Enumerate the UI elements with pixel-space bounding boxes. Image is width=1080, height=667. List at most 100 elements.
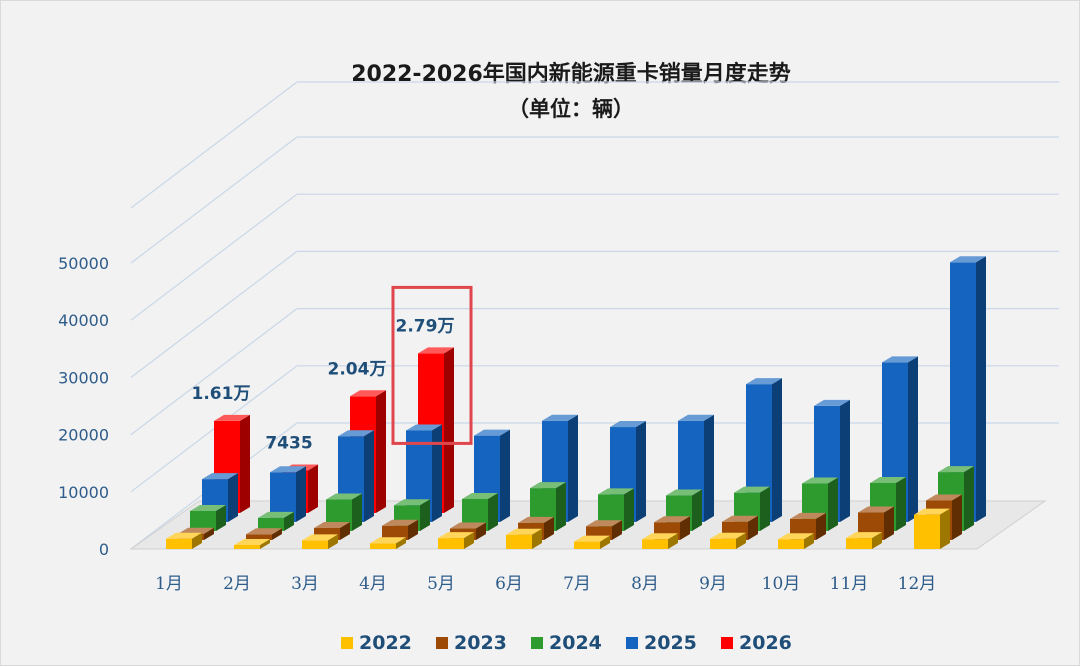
bar-top [406,424,442,431]
bar-top [370,537,406,544]
bar-front [846,538,872,549]
bar-2023-6月 [518,516,554,540]
bar-top [190,504,226,511]
chart-title: 2022-2026年国内新能源重卡销量月度走势 [351,61,791,87]
bar-front [302,540,328,549]
bar-2025-10月 [814,399,850,522]
bar-top [302,534,338,541]
bar-2024-1月 [190,504,226,531]
bar-top [722,515,758,522]
bar-top [858,506,894,513]
legend-item-2024: 2024 [531,632,602,654]
bar-side [192,532,202,549]
bar-side [444,347,454,513]
bars-layer [166,256,986,549]
bar-top [450,522,486,529]
bar-top [166,532,202,539]
bar-top [598,488,634,495]
x-tick-label: 8月 [631,574,659,594]
bar-side [896,476,906,531]
bar-side [600,535,610,549]
bar-side [692,489,702,531]
bar-top [246,528,282,535]
gridline-diagonal [130,136,298,264]
annotations: 1.61万 7435 2.04万 2.79万 [192,285,473,453]
bar-top [382,519,418,526]
bar-side [840,399,850,522]
legend-swatch [626,637,638,649]
bar-side [532,528,542,549]
legend: 2022 2023 2024 2025 2026 [341,632,792,654]
bar-front [234,544,260,549]
bar-side [884,506,894,540]
bar-top [870,476,906,483]
bar-side [240,414,250,513]
bar-2022-9月 [710,532,746,549]
legend-item-2025: 2025 [626,632,697,654]
bar-side [260,538,270,549]
bar-side [772,378,782,522]
bar-top [418,347,454,354]
bar-side [704,414,714,522]
bar-side [476,522,486,540]
bar-2022-11月 [846,532,882,549]
bar-side [872,532,882,549]
legend-label: 2024 [549,632,602,654]
bar-side [816,512,826,540]
bar-side [556,482,566,531]
gridline-diagonal [130,81,298,209]
bar-top [654,516,690,523]
y-tick-label: 30000 [58,368,109,387]
bar-front [370,543,396,549]
bar-front [166,538,192,549]
bar-front [258,517,284,531]
bar-2022-5月 [438,532,474,549]
bar-top [734,486,770,493]
bar-2022-12月 [914,508,950,549]
bar-top [802,477,838,484]
bar-top [202,473,238,480]
bar-2022-8月 [642,533,678,549]
bar-top [938,466,974,473]
bar-2022-4月 [370,537,406,549]
legend-label: 2022 [359,632,412,654]
x-tick-label: 10月 [762,574,801,594]
bar-side [828,477,838,531]
bar-side [284,511,294,531]
bar-top [530,482,566,489]
bar-top [506,528,542,535]
bar-side [216,504,226,531]
bar-top [178,527,214,534]
bar-side [940,508,950,549]
bar-2022-7月 [574,535,610,549]
y-tick-label: 0 [99,540,109,559]
bar-top [258,511,294,518]
bar-front [778,539,804,549]
bar-side [204,527,214,540]
y-tick-label: 50000 [58,254,109,273]
bar-top [574,535,610,542]
gridline-diagonal [130,193,298,321]
bar-top [438,532,474,539]
bar-2023-9月 [722,515,758,540]
bar-top [518,516,554,523]
data-label: 7435 [265,433,312,453]
bar-side [976,256,986,522]
bar-top [710,532,746,539]
bar-side [376,390,386,513]
highlight-box [391,285,473,445]
bar-top [882,356,918,363]
bar-front [574,541,600,549]
bar-side [340,521,350,540]
bar-top [350,390,386,397]
bar-side [668,533,678,549]
x-tick-label: 2月 [223,574,251,594]
bar-side [420,499,430,531]
gridline-diagonal [130,308,298,436]
bar-top [846,532,882,539]
legend-swatch [341,637,353,649]
bar-2022-2月 [234,538,270,549]
legend-label: 2026 [739,632,792,654]
bar-top [746,378,782,385]
